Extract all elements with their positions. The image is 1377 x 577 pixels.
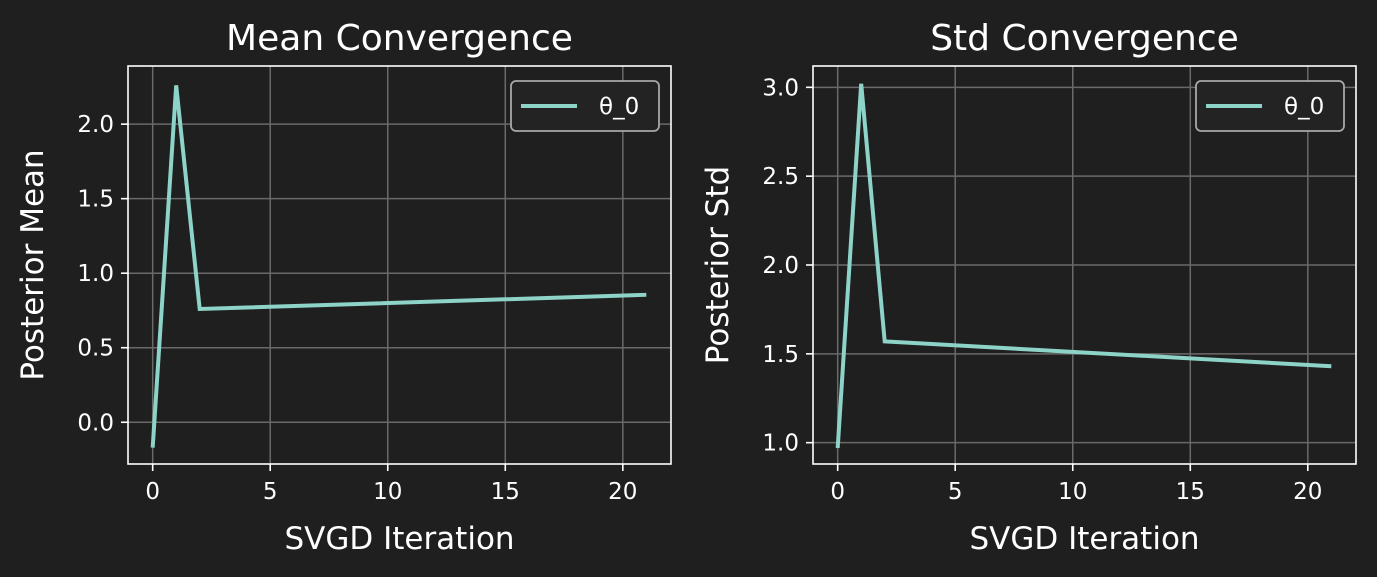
- chart-title: Std Convergence: [930, 18, 1239, 59]
- y-axis-label: Posterior Mean: [15, 149, 51, 380]
- legend-label: θ_0: [599, 94, 639, 120]
- legend-label: θ_0: [1284, 94, 1324, 120]
- x-tick-label: 20: [1293, 479, 1322, 505]
- y-tick-label: 1.0: [77, 261, 114, 287]
- x-axis-label: SVGD Iteration: [969, 521, 1199, 557]
- y-tick-label: 1.5: [77, 187, 114, 213]
- y-tick-label: 1.0: [762, 431, 799, 457]
- y-tick-label: 2.5: [762, 164, 799, 190]
- chart-1: 0 5 10 15 20 0.0 0.5 1.0 1.5 2.0 Mean Convergence S…: [15, 18, 672, 557]
- chart-2: 0 5 10 15 20 1.0 1.5 2.0 2.5 3.0 Std Convergence SV…: [700, 18, 1357, 557]
- series-line-1: [835, 83, 1332, 449]
- x-tick-label: 15: [1176, 479, 1205, 505]
- x-tick-label: 20: [608, 479, 637, 505]
- y-tick-label: 0.5: [77, 336, 114, 362]
- x-tick-label: 0: [145, 479, 160, 505]
- x-axis-label: SVGD Iteration: [284, 521, 514, 557]
- x-tick-label: 10: [1058, 479, 1087, 505]
- legend-box: [510, 80, 660, 132]
- x-tick-label: 0: [830, 479, 845, 505]
- y-tick-label: 0.0: [77, 410, 114, 436]
- legend: θ_0: [510, 80, 660, 132]
- axes-frame: [127, 65, 672, 465]
- y-tick-label: 2.0: [762, 253, 799, 279]
- x-tick-label: 5: [263, 479, 278, 505]
- x-tick-label: 10: [373, 479, 402, 505]
- series-line-1: [150, 85, 647, 448]
- legend: θ_0: [1195, 80, 1345, 132]
- grid: [813, 66, 1356, 464]
- y-axis-label: Posterior Std: [700, 166, 736, 364]
- y-tick-label: 3.0: [762, 75, 799, 101]
- legend-box: [1195, 80, 1345, 132]
- x-tick-label: 5: [948, 479, 963, 505]
- y-tick-label: 2.0: [77, 112, 114, 138]
- y-tick-label: 1.5: [762, 342, 799, 368]
- chart-title: Mean Convergence: [226, 18, 573, 59]
- x-tick-label: 15: [491, 479, 520, 505]
